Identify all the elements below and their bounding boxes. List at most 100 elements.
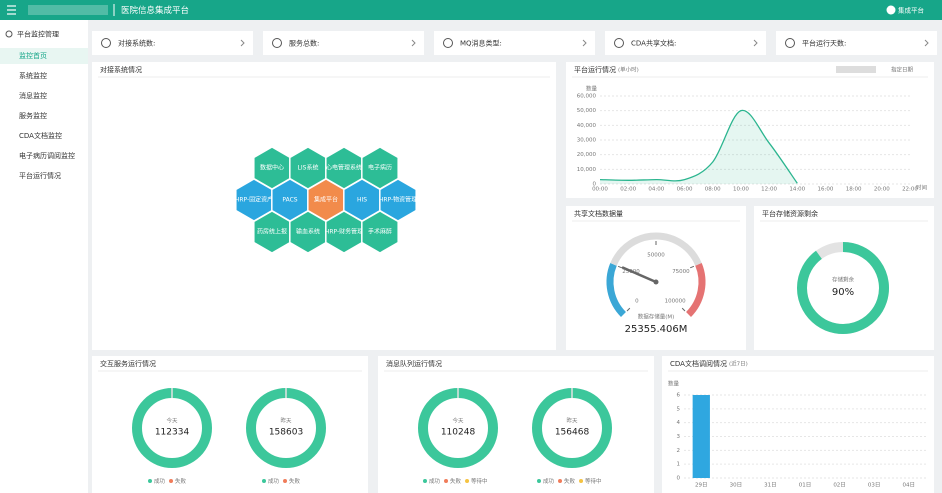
x-tick-label: 29日 — [695, 482, 708, 489]
x-tick-label: 06:00 — [677, 187, 693, 193]
sidebar-item[interactable]: 系统监控 — [19, 71, 47, 80]
gauge-tick-label: 50000 — [647, 253, 665, 259]
stat-arrow — [411, 39, 416, 47]
stat-card[interactable] — [263, 31, 424, 55]
y-tick-label: 30,000 — [577, 138, 597, 144]
x-tick-label: 10:00 — [733, 187, 749, 193]
sidebar-item[interactable]: 监控首页 — [19, 51, 47, 60]
sidebar-item[interactable]: 电子病历调阅监控 — [19, 151, 75, 160]
system-node-label[interactable]: PACS — [282, 197, 297, 204]
date-input[interactable] — [836, 66, 876, 73]
user-name[interactable]: 集成平台 — [898, 6, 924, 15]
y-tick-label: 5 — [677, 406, 681, 412]
legend-dot — [444, 479, 449, 483]
stat-card[interactable] — [92, 31, 253, 55]
sidebar-item[interactable]: 服务监控 — [19, 111, 47, 120]
y-tick-label: 4 — [677, 420, 681, 426]
system-node-label[interactable]: 电子病历 — [368, 164, 392, 172]
system-node-label[interactable]: 集成平台 — [314, 196, 338, 204]
legend-label[interactable]: 成功 — [429, 477, 441, 485]
system-node-label[interactable]: HRP-物资管理 — [379, 196, 417, 204]
x-tick-label: 22:00 — [902, 187, 918, 193]
legend-label[interactable]: 失败 — [289, 477, 301, 485]
ring-value: 90% — [832, 287, 854, 298]
stat-card[interactable] — [605, 31, 766, 55]
x-tick-label: 30日 — [730, 482, 743, 489]
x-tick-label: 20:00 — [874, 187, 890, 193]
x-tick-label: 02日 — [833, 482, 846, 489]
panel-title: 交互服务运行情况 — [100, 359, 156, 368]
stat-icon — [785, 38, 795, 48]
stat-label: 对接系统数: — [118, 39, 155, 48]
legend-dot — [537, 479, 541, 483]
system-node-label[interactable]: HRP-财务管理 — [325, 228, 363, 236]
legend-label[interactable]: 成功 — [268, 477, 280, 485]
active-item-bg — [0, 48, 88, 64]
menu-icon[interactable] — [7, 5, 16, 15]
legend-label[interactable]: 等待中 — [471, 477, 488, 485]
stat-label: 平台运行天数: — [802, 39, 846, 48]
stat-card[interactable] — [776, 31, 937, 55]
system-node-label[interactable]: 数据中心 — [260, 164, 284, 172]
legend-label[interactable]: 等待中 — [585, 477, 602, 485]
panel-title: 平台存储资源剩余 — [762, 209, 818, 218]
sidebar-item[interactable]: 消息监控 — [19, 91, 47, 100]
legend-label[interactable]: 失败 — [564, 477, 576, 485]
total-label: 今天 — [452, 417, 464, 425]
x-tick-label: 01日 — [799, 482, 812, 489]
legend-label[interactable]: 成功 — [543, 477, 555, 485]
date-filter[interactable]: 指定日期 — [891, 66, 914, 74]
sidebar-item[interactable]: CDA文档监控 — [19, 131, 62, 140]
gauge-tick-label: 75000 — [672, 269, 690, 275]
gauge-label: 数据存储量(M) — [638, 313, 675, 321]
system-node-label[interactable]: 输血系统 — [296, 228, 320, 236]
y-axis-label: 数量 — [668, 380, 680, 388]
y-tick-label: 0 — [593, 182, 597, 188]
gauge-tick — [681, 307, 686, 312]
line — [599, 109, 798, 184]
panel-title: 对接系统情况 — [100, 65, 142, 74]
sidebar-item[interactable]: 平台运行情况 — [19, 171, 61, 180]
sidebar-title: 平台监控管理 — [17, 30, 59, 39]
system-node-label[interactable]: 手术麻醉 — [368, 228, 392, 236]
gauge-tick-label: 0 — [635, 299, 639, 305]
avatar[interactable] — [886, 5, 896, 15]
stat-arrow — [240, 39, 245, 47]
panel-title: 消息队列运行情况 — [386, 359, 442, 368]
x-tick-label: 16:00 — [818, 187, 834, 193]
gauge-band — [610, 232, 702, 266]
line-area — [600, 110, 798, 184]
stat-arrow — [924, 39, 929, 47]
total-label: 昨天 — [280, 417, 292, 425]
x-tick-label: 04日 — [902, 482, 915, 489]
legend-dot — [423, 479, 427, 483]
stat-icon — [614, 38, 624, 48]
system-node-label[interactable]: 药房统上报 — [257, 228, 287, 236]
x-tick-label: 04:00 — [648, 187, 664, 193]
legend-label[interactable]: 失败 — [175, 477, 187, 485]
stat-label: MQ消息类型: — [460, 39, 502, 48]
x-tick-label: 14:00 — [789, 187, 805, 193]
system-node-label[interactable]: HRP-固定资产 — [235, 196, 273, 204]
system-node[interactable] — [361, 210, 399, 254]
total-label: 昨天 — [566, 417, 578, 425]
stat-card[interactable] — [434, 31, 595, 55]
legend-dot — [465, 479, 470, 483]
top-bar — [0, 0, 942, 20]
system-node-label[interactable]: LIS系统 — [298, 164, 319, 172]
x-axis-label: 时间 — [916, 184, 927, 192]
y-tick-label: 0 — [677, 476, 681, 482]
system-node-label[interactable]: 心电管理系统 — [326, 164, 362, 172]
system-node-label[interactable]: HIS — [357, 197, 367, 204]
total-value: 156468 — [555, 428, 590, 438]
y-tick-label: 60,000 — [577, 94, 597, 100]
legend-label[interactable]: 失败 — [450, 477, 462, 485]
legend-label[interactable]: 成功 — [154, 477, 166, 485]
x-tick-label: 08:00 — [705, 187, 721, 193]
stat-icon — [272, 38, 282, 48]
panel-title: CDA文档调阅情况 — [670, 359, 727, 368]
panel-subtitle: (近7日) — [729, 360, 748, 368]
bar — [692, 395, 710, 478]
